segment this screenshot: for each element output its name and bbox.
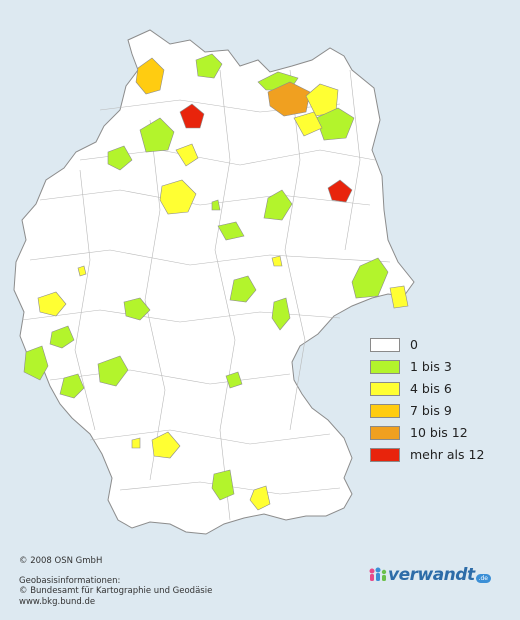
verwandt-logo[interactable]: verwandt .de	[368, 565, 491, 585]
geo-title: Geobasisinformationen:	[19, 575, 121, 586]
district-saarland	[23, 345, 49, 381]
brand-tld: .de	[475, 573, 491, 583]
legend-swatch	[370, 359, 400, 374]
district-magdeburg	[263, 189, 293, 221]
district-nuernberg	[225, 371, 243, 389]
legend-swatch	[370, 447, 400, 462]
district-small-3	[131, 437, 141, 449]
legend-label: 10 bis 12	[410, 425, 468, 440]
geo-url[interactable]: www.bkg.bund.de	[19, 596, 96, 607]
district-small-4	[211, 199, 221, 211]
legend-label: 1 bis 3	[410, 359, 452, 374]
district-frankfurt	[97, 355, 129, 387]
legend-item-2: 4 bis 6	[370, 378, 510, 399]
district-dresden	[351, 257, 389, 299]
district-bremen-west	[107, 145, 133, 171]
district-duesseldorf	[37, 291, 67, 317]
legend-label: 4 bis 6	[410, 381, 452, 396]
legend-swatch	[370, 425, 400, 440]
highlighted-districts	[23, 53, 409, 511]
map-credits: © 2008 OSN GmbH Geobasisinformationen: ©…	[19, 556, 212, 607]
legend-item-5: mehr als 12	[370, 444, 510, 465]
legend-swatch	[370, 337, 400, 352]
district-guestrow	[267, 81, 311, 117]
district-berlin	[327, 179, 353, 203]
district-harz	[217, 221, 245, 241]
district-mannheim	[59, 373, 85, 399]
family-icon	[369, 567, 387, 581]
district-augsburg	[211, 469, 235, 501]
legend-swatch	[370, 381, 400, 396]
legend-swatch	[370, 403, 400, 418]
district-koeln	[49, 325, 75, 349]
map-legend: 0 1 bis 3 4 bis 6 7 bis 9 10 bis 12 mehr…	[370, 334, 510, 466]
district-celle	[175, 143, 199, 167]
district-kassel	[123, 297, 151, 321]
district-goerlitz	[389, 285, 409, 309]
brand-name: verwandt	[388, 565, 475, 585]
legend-label: mehr als 12	[410, 447, 485, 462]
district-uckermark	[315, 107, 355, 141]
legend-item-0: 0	[370, 334, 510, 355]
legend-item-1: 1 bis 3	[370, 356, 510, 377]
district-small-1	[271, 255, 283, 267]
geo-source: © Bundesamt für Kartographie und Geodäsi…	[19, 586, 213, 596]
legend-label: 0	[410, 337, 418, 352]
district-hannover	[159, 179, 197, 215]
district-stuttgart	[151, 431, 181, 459]
legend-label: 7 bis 9	[410, 403, 452, 418]
district-hamburg	[179, 103, 205, 129]
legend-item-4: 10 bis 12	[370, 422, 510, 443]
district-leipzig	[229, 275, 257, 303]
district-small-2	[77, 265, 87, 277]
legend-item-3: 7 bis 9	[370, 400, 510, 421]
district-mv-south	[293, 111, 323, 137]
district-bremen-area	[139, 117, 175, 153]
district-muenchen	[249, 485, 271, 511]
district-hamburg-west	[135, 57, 165, 95]
district-kiel-area	[195, 53, 223, 79]
district-erfurt	[271, 297, 291, 331]
copyright-text: © 2008 OSN GmbH	[19, 556, 103, 566]
